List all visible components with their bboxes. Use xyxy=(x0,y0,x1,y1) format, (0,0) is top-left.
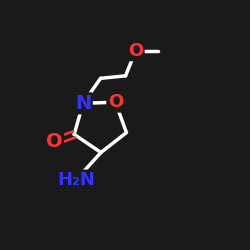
Text: O: O xyxy=(128,42,143,60)
Text: H₂N: H₂N xyxy=(57,171,95,189)
Text: O: O xyxy=(46,132,62,151)
Text: N: N xyxy=(75,94,91,113)
Text: O: O xyxy=(108,93,123,111)
